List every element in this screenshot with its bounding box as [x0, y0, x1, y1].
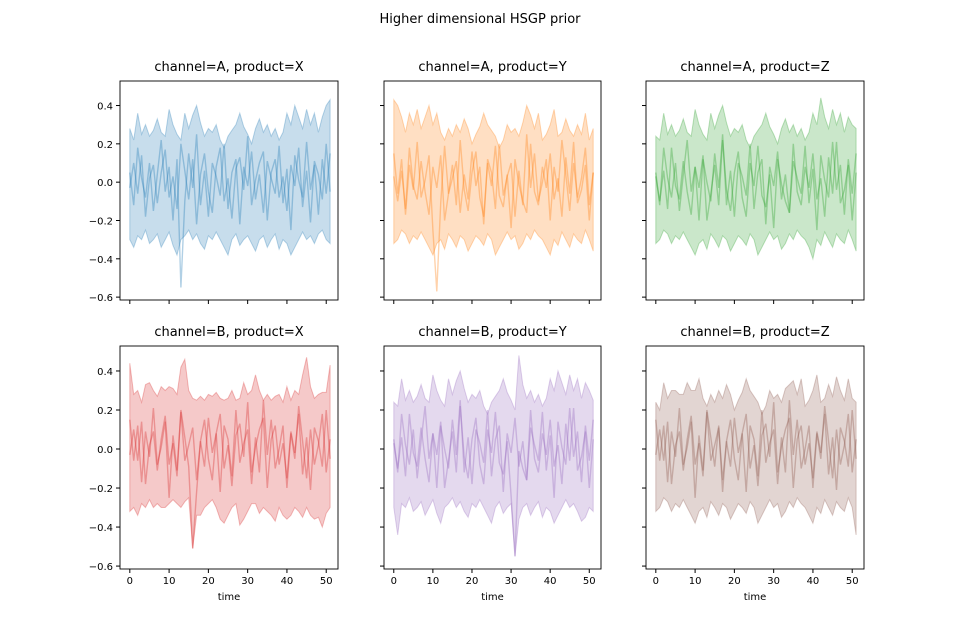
x-tick-label: 0 [653, 576, 659, 587]
y-tick-label: 0.2 [97, 406, 113, 417]
hdi-band [393, 355, 594, 557]
x-tick-label: 40 [281, 576, 294, 587]
x-tick-label: 40 [544, 576, 557, 587]
sample-line [129, 400, 331, 498]
axes-frame [119, 345, 339, 570]
subplot-1: channel=A, product=X 0.4 0.2 0.0 −0.2 −0.4 −0.… [89, 60, 339, 304]
hdi-band [655, 97, 857, 261]
x-tick-label: 30 [505, 576, 518, 587]
subplot-4: channel=B, product=X 0.4 0.2 0.0 −0.2 −0.4 −0.… [89, 325, 339, 603]
x-tick-label: 10 [427, 576, 440, 587]
axes-frame [383, 345, 602, 570]
sample-line [393, 406, 594, 557]
y-tick-label: −0.2 [89, 216, 113, 227]
sample-line [393, 139, 594, 229]
x-tick-label: 0 [127, 576, 133, 587]
subplot-title: channel=B, product=X [154, 325, 303, 340]
subplot-title: channel=B, product=Y [418, 325, 566, 340]
y-tick-label: 0.0 [97, 445, 113, 456]
x-tick-label: 0 [391, 576, 397, 587]
x-tick-label: 20 [466, 576, 479, 587]
subplot-5: channel=B, product=Y 0 10 20 30 40 50 time [380, 325, 602, 603]
x-tick-label: 30 [241, 576, 254, 587]
x-tick-label: 30 [767, 576, 780, 587]
sample-line [393, 400, 594, 498]
hdi-band [129, 98, 331, 257]
y-tick-label: 0.0 [97, 178, 113, 189]
subplot-title: channel=A, product=X [154, 60, 303, 75]
sample-line [393, 134, 594, 292]
hdi-band [129, 357, 331, 549]
sample-line [129, 134, 331, 288]
sample-line [655, 134, 857, 231]
subplot-2: channel=A, product=Y [380, 60, 602, 304]
subplot-title: channel=A, product=Y [418, 60, 566, 75]
y-tick-label: −0.4 [89, 523, 113, 534]
y-tick-label: −0.6 [89, 562, 113, 573]
x-axis-label: time [218, 592, 241, 603]
x-tick-label: 50 [583, 576, 596, 587]
y-tick-label: −0.6 [89, 293, 113, 304]
x-tick-label: 40 [807, 576, 820, 587]
sample-line [655, 139, 857, 229]
y-tick-label: −0.4 [89, 255, 113, 266]
x-axis-label: time [744, 592, 767, 603]
y-tick-label: 0.4 [97, 102, 113, 113]
figure-title: Higher dimensional HSGP prior [380, 12, 582, 27]
x-tick-label: 10 [163, 576, 176, 587]
sample-line [655, 400, 857, 498]
y-tick-label: −0.2 [89, 484, 113, 495]
y-tick-label: 0.4 [97, 367, 113, 378]
x-tick-label: 20 [202, 576, 215, 587]
x-tick-label: 10 [689, 576, 702, 587]
x-tick-label: 50 [846, 576, 859, 587]
subplot-3: channel=A, product=Z [642, 60, 865, 304]
x-axis-label: time [481, 592, 504, 603]
hdi-band [393, 98, 594, 257]
sample-line [655, 402, 857, 492]
axes-frame [645, 80, 865, 301]
sample-line [129, 136, 331, 225]
subplot-title: channel=B, product=Z [680, 325, 829, 340]
axes-frame [645, 345, 865, 570]
subplot-6: channel=B, product=Z 0 10 20 30 40 50 time [642, 325, 865, 603]
x-tick-label: 50 [320, 576, 333, 587]
subplot-title: channel=A, product=Z [680, 60, 829, 75]
hdi-band [655, 374, 857, 535]
axes-frame [383, 80, 602, 301]
y-tick-label: 0.2 [97, 140, 113, 151]
sample-line [129, 402, 331, 549]
x-tick-label: 20 [728, 576, 741, 587]
axes-frame [119, 80, 339, 301]
